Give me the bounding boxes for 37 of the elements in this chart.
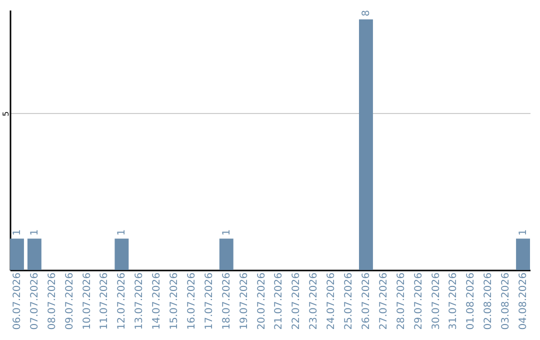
x-tick-label: 13.07.2026 (134, 272, 146, 330)
x-tick-label: 14.07.2026 (152, 272, 163, 330)
x-tick-label: 27.07.2026 (378, 272, 390, 330)
x-tick-label: 26.07.2026 (360, 272, 372, 330)
x-tick-label: 25.07.2026 (344, 272, 355, 330)
x-tick-label: 09.07.2026 (64, 272, 76, 330)
x-tick-label: 18.07.2026 (221, 272, 232, 330)
x-tick-label: 08.07.2026 (46, 272, 58, 330)
x-tick-label: 31.07.2026 (448, 272, 460, 330)
x-tick-label: 19.07.2026 (238, 272, 250, 330)
data-label: 1 (221, 229, 232, 236)
x-tick-label: 15.07.2026 (169, 272, 180, 330)
data-label: 1 (518, 229, 530, 236)
x-tick-label: 10.07.2026 (82, 272, 93, 330)
x-tick-label: 11.07.2026 (99, 272, 110, 330)
data-label: 1 (116, 229, 128, 236)
x-tick-label: 12.07.2026 (116, 272, 128, 330)
x-tick-label: 28.07.2026 (396, 272, 407, 330)
y-tick-label: 5 (2, 111, 10, 116)
x-tick-label: 01.08.2026 (466, 272, 477, 330)
x-tick-label: 04.08.2026 (518, 272, 530, 330)
x-tick-label: 29.07.2026 (413, 272, 424, 330)
x-tick-label: 20.07.2026 (256, 272, 268, 330)
x-tick-label: 03.08.2026 (500, 272, 512, 330)
x-tick-label: 17.07.2026 (204, 272, 215, 330)
x-tick-label: 23.07.2026 (308, 272, 320, 330)
x-tick-label: 07.07.2026 (29, 272, 40, 330)
x-tick-label: 30.07.2026 (430, 272, 442, 330)
x-tick-label: 24.07.2026 (326, 272, 338, 330)
x-tick-label: 22.07.2026 (291, 272, 302, 330)
x-tick-label: 06.07.2026 (12, 272, 23, 330)
data-label: 8 (360, 10, 372, 16)
data-label: 1 (29, 229, 40, 236)
x-tick-label: 21.07.2026 (274, 272, 285, 330)
data-label: 1 (12, 229, 23, 236)
x-tick-label: 02.08.2026 (483, 272, 494, 330)
x-tick-label: 16.07.2026 (186, 272, 198, 330)
